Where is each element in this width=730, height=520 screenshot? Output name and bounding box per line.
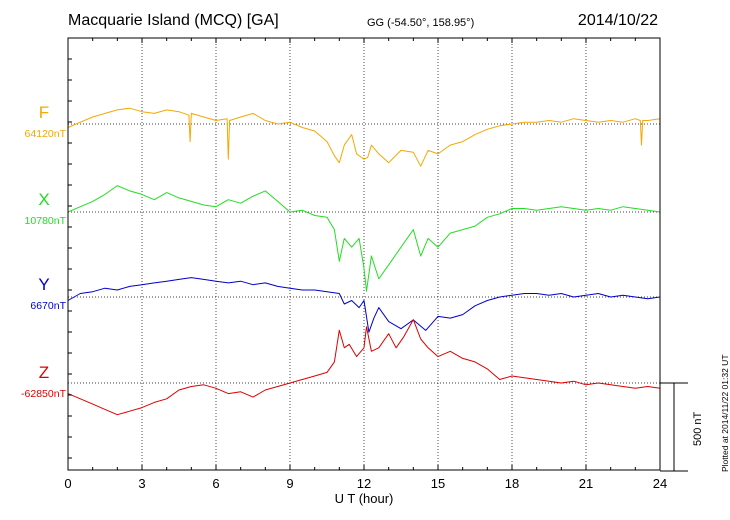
station-title: Macquarie Island (MCQ) [GA] [68, 12, 279, 29]
x-axis-ticks: 0 3 6 9 12 15 18 21 24 [64, 38, 667, 491]
x-tick-label: 0 [64, 476, 71, 491]
series-line-f [67, 107, 661, 167]
baseline-value-x: 10780nT [25, 215, 67, 227]
grid-lines [141, 38, 587, 470]
coordinates-label: GG (-54.50°, 158.95°) [367, 17, 475, 29]
x-tick-label: 3 [138, 476, 145, 491]
scale-bar [660, 382, 688, 472]
x-tick-label: 21 [579, 476, 593, 491]
series-name-f: F [39, 103, 49, 122]
series-name-x: X [38, 190, 49, 209]
x-tick-label: 9 [286, 476, 293, 491]
x-axis-label: U T (hour) [335, 491, 394, 506]
series-line-y [67, 277, 661, 333]
baseline-value-z: -62850nT [21, 388, 67, 400]
series-name-y: Y [38, 275, 49, 294]
x-tick-label: 6 [212, 476, 219, 491]
series-name-z: Z [39, 363, 49, 382]
date-label: 2014/10/22 [577, 12, 658, 29]
x-tick-label: 12 [357, 476, 371, 491]
x-tick-label: 18 [505, 476, 519, 491]
series-labels: F 64120nT X 10780nT Y 6670nT Z -62850nT [21, 103, 67, 400]
x-tick-label: 24 [653, 476, 667, 491]
baseline-value-y: 6670nT [30, 300, 66, 312]
x-tick-label: 15 [431, 476, 445, 491]
series-line-z [67, 319, 661, 416]
series-lines [67, 107, 661, 416]
baseline-value-f: 64120nT [25, 128, 67, 140]
series-line-x [67, 185, 661, 292]
